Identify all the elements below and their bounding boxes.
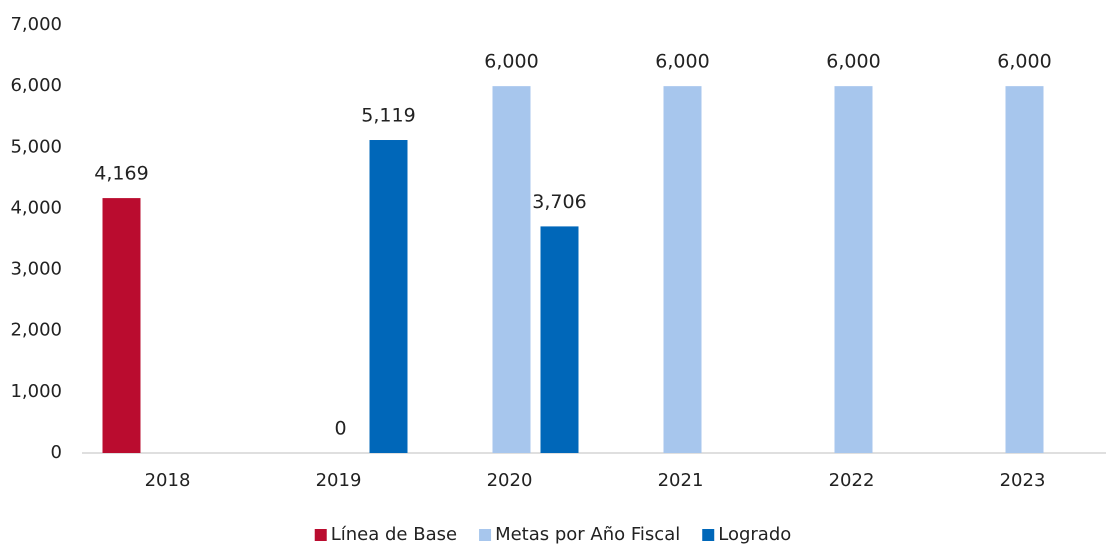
data-label: 6,000	[655, 51, 709, 73]
y-tick-label: 2,000	[10, 320, 62, 341]
bar	[1005, 86, 1044, 454]
y-tick-label: 4,000	[10, 197, 62, 218]
y-tick-label: 7,000	[10, 14, 62, 35]
data-label: 3,706	[532, 191, 586, 213]
y-tick-label: 5,000	[10, 136, 62, 157]
x-tick-label: 2023	[1000, 470, 1046, 491]
y-tick-label: 1,000	[10, 381, 62, 402]
x-tick-label: 2018	[145, 470, 191, 491]
x-tick-label: 2020	[487, 470, 533, 491]
data-label: 6,000	[484, 51, 538, 73]
y-tick-label: 3,000	[10, 259, 62, 280]
data-label: 4,169	[94, 163, 148, 185]
bar	[369, 140, 408, 454]
x-tick-label: 2022	[829, 470, 875, 491]
bar	[102, 198, 141, 453]
bar	[663, 86, 702, 454]
data-label: 6,000	[826, 51, 880, 73]
y-tick-label: 6,000	[10, 75, 62, 96]
x-tick-label: 2021	[658, 470, 704, 491]
legend-swatch	[702, 529, 715, 541]
legend-label: Logrado	[718, 524, 791, 544]
bar	[540, 226, 579, 453]
bar	[834, 86, 873, 454]
data-label: 6,000	[997, 51, 1051, 73]
legend-swatch	[479, 529, 492, 541]
data-label: 5,119	[361, 105, 415, 127]
x-tick-label: 2019	[316, 470, 362, 491]
legend-swatch	[314, 529, 327, 541]
legend-label: Línea de Base	[331, 524, 457, 544]
data-label: 0	[334, 418, 346, 440]
y-tick-label: 0	[51, 442, 62, 463]
legend-label: Metas por Año Fiscal	[495, 524, 680, 544]
bar	[492, 86, 531, 454]
